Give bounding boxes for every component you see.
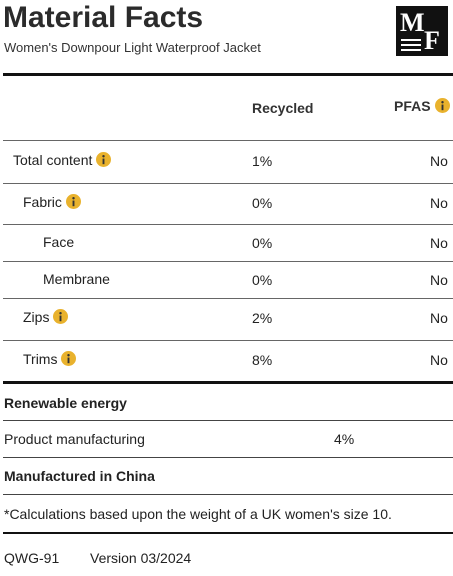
recycled-value: 1% [252,153,273,169]
row-label-text: Total content [13,152,93,168]
recycled-value: 0% [252,195,273,211]
row-label: Fabric [23,193,81,211]
pfas-value: No [430,310,448,326]
rule [3,532,453,534]
row-label-text: Fabric [23,194,62,210]
row-label: Total content [13,151,112,169]
rule [3,420,453,421]
rule [3,457,453,458]
recycled-value: 0% [252,235,273,251]
row-label: Face [43,233,74,251]
rule [3,73,453,76]
title: Material Facts [3,1,204,34]
logo: M F [396,6,448,56]
recycled-value: 2% [252,310,273,326]
row-label: Trims [23,350,77,368]
row-label-text: Face [43,234,75,250]
row-label: Product manufacturing [4,431,145,447]
row-label-text: Zips [23,309,50,325]
info-icon[interactable] [53,309,69,324]
pfas-value: No [430,272,448,288]
subtitle: Women's Downpour Light Waterproof Jacket [4,40,261,55]
rule [3,261,453,262]
rule [3,224,453,225]
row-label: Membrane [43,270,110,288]
footer-version: Version 03/2024 [90,550,192,566]
row-label-text: Trims [23,351,58,367]
origin: Manufactured in China [4,468,155,484]
rule [3,140,453,141]
info-icon[interactable] [65,194,81,209]
footer-code: QWG-91 [4,550,60,566]
row-value: 4% [334,431,355,447]
rule [3,381,453,384]
pfas-value: No [430,153,448,169]
pfas-value: No [430,352,448,368]
rule [3,340,453,341]
info-icon[interactable] [61,351,77,366]
rule [3,183,453,184]
rule [3,298,453,299]
section-heading: Renewable energy [4,395,127,411]
info-icon[interactable] [96,152,112,167]
info-icon[interactable] [434,98,450,113]
rule [3,494,453,495]
recycled-value: 8% [252,352,273,368]
row-label-text: Membrane [43,271,110,287]
footnote: *Calculations based upon the weight of a… [4,506,392,522]
recycled-value: 0% [252,272,273,288]
logo-f: F [424,26,440,55]
column-header: Recycled [252,100,314,116]
pfas-value: No [430,235,448,251]
logo-m: M [400,8,425,37]
pfas-value: No [430,195,448,211]
row-label: Zips [23,308,69,326]
column-header: PFAS [394,97,450,115]
column-header-text: PFAS [394,98,431,114]
